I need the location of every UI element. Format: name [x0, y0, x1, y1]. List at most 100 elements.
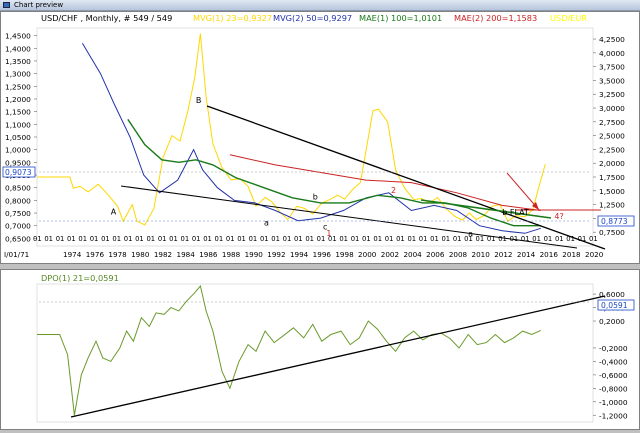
- left-axis-tick-label: 1,4500: [5, 32, 31, 41]
- right-axis-tick-label: 4,0000: [599, 49, 625, 58]
- month-marker: 01: [146, 235, 155, 243]
- wave-label: A: [111, 207, 117, 216]
- month-marker: 01: [44, 235, 53, 243]
- month-marker: 01: [396, 235, 405, 243]
- x-axis-tick-label: 2012: [494, 250, 512, 259]
- dpo-panel[interactable]: DPO(1) 21=0,0591 0,60000,40000,2000-0,20…: [0, 269, 640, 430]
- dpo-axis-tick-label: -0,8000: [599, 384, 628, 393]
- right-axis-tick-label: 4,2500: [599, 35, 625, 44]
- x-axis-tick-label: 1996: [313, 250, 332, 259]
- month-marker: 01: [101, 235, 110, 243]
- right-axis-tick-label: 0,7500: [599, 228, 625, 237]
- dpo-value-box-text: 0,0591: [601, 301, 628, 310]
- month-marker: 01: [419, 235, 428, 243]
- right-axis-tick-label: 3,5000: [599, 76, 625, 85]
- right-axis-tick-label: 2,5000: [599, 132, 625, 141]
- x-axis-tick-label: 1978: [108, 250, 127, 259]
- left-axis-tick-label: 0,8500: [5, 184, 31, 193]
- month-marker: 01: [407, 235, 416, 243]
- wave-label: b: [313, 193, 318, 202]
- wave-label: 1: [326, 229, 331, 238]
- left-axis-tick-label: 1,1500: [5, 108, 31, 117]
- left-price-axis: 1,4500 1,4000 1,3500 1,3000 1,2500 1,2000 1,15…: [5, 32, 37, 243]
- dpo-axis-tick-label: -1,0000: [599, 398, 628, 407]
- month-marker: 01: [441, 235, 450, 243]
- chart-header: USD/CHF , Monthly, # 549 / 549 MVG(1) 23…: [41, 13, 587, 23]
- month-marker: 01: [544, 235, 553, 243]
- left-axis-tick-label: 0,7000: [5, 222, 31, 231]
- month-marker: 01: [464, 235, 473, 243]
- month-marker: 01: [169, 235, 178, 243]
- month-marker: 01: [532, 235, 541, 243]
- month-marker: 01: [453, 235, 462, 243]
- symbol-title: USD/CHF , Monthly, # 549 / 549: [41, 13, 172, 23]
- month-marker: 01: [181, 235, 190, 243]
- x-axis-tick-label: 1984: [177, 250, 196, 259]
- right-axis-tick-label: 2,2500: [599, 145, 625, 154]
- month-marker: 01: [294, 235, 303, 243]
- left-axis-tick-label: 1,1000: [5, 120, 31, 129]
- x-axis-tick-label: 1992: [267, 250, 285, 259]
- dpo-axis-tick-label: 0,2000: [599, 317, 625, 326]
- month-marker: 01: [317, 235, 326, 243]
- left-axis-tick-label: 0,8000: [5, 196, 31, 205]
- price-box-right: 0,8773: [597, 215, 635, 227]
- left-axis-tick-label: 1,4000: [5, 44, 31, 53]
- x-axis-tick-label: 1990: [245, 250, 264, 259]
- legend-usdeur: USD/EUR: [550, 13, 587, 23]
- month-marker: 01: [226, 235, 235, 243]
- x-axis-tick-label: 2008: [449, 250, 468, 259]
- month-marker: 01: [362, 235, 371, 243]
- month-marker: 01: [283, 235, 292, 243]
- month-marker: 01: [521, 235, 530, 243]
- wave-label: 4?: [554, 212, 563, 221]
- arrow-red: [506, 172, 540, 211]
- right-axis-tick-label: 3,2500: [599, 90, 625, 99]
- month-marker: 01: [33, 235, 42, 243]
- dpo-axis-tick-label: -1,2000: [599, 411, 628, 420]
- price-box-right-value: 0,8773: [601, 217, 628, 226]
- trendlines: [39, 105, 606, 250]
- right-axis-tick-label: 2,0000: [599, 159, 625, 168]
- left-axis-tick-label: 1,2500: [5, 82, 31, 91]
- legend-mvg2: MVG(2) 50=0,9297: [273, 13, 352, 23]
- chart-window-icon: [3, 2, 10, 8]
- dpo-trendline: [70, 295, 606, 418]
- month-marker: 01: [430, 235, 439, 243]
- right-axis-tick-label: 3,0000: [599, 104, 625, 113]
- month-marker: 01: [158, 235, 167, 243]
- x-axis-tick-label: 1988: [222, 250, 241, 259]
- month-marker: 01: [192, 235, 201, 243]
- x-axis-tick-label: 2020: [585, 250, 604, 259]
- price-box-left-value: 0,9073: [5, 168, 32, 177]
- left-axis-tick-label: 0,7500: [5, 209, 31, 218]
- month-marker: 01: [305, 235, 314, 243]
- wave-label: b FLAT: [502, 208, 529, 217]
- x-axis-tick-label: 1986: [199, 250, 218, 259]
- dpo-chart-svg[interactable]: DPO(1) 21=0,0591 0,60000,40000,2000-0,20…: [1, 270, 639, 429]
- month-marker: 01: [112, 235, 121, 243]
- price-box-left: 0,9073: [2, 166, 36, 178]
- x-axis-tick-label: 2016: [540, 250, 559, 259]
- x-axis-tick-label: 2000: [358, 250, 377, 259]
- month-marker: 01: [487, 235, 496, 243]
- left-axis-tick-label: 1,0500: [5, 133, 31, 142]
- month-marker: 01: [555, 235, 564, 243]
- wave-label: c: [323, 223, 327, 232]
- right-axis-tick-label: 1,5000: [599, 187, 625, 196]
- month-marker: 01: [67, 235, 76, 243]
- month-marker: 01: [510, 235, 519, 243]
- date-axis: 01 01 01 01 01 01 01 01 01 01 01 01 01 01 01 01 01 01 01 01…: [33, 235, 604, 259]
- month-marker: 01: [328, 235, 337, 243]
- right-price-axis: 4,2500 4,0000 3,7500 3,5000 3,2500 3,0000 2,75…: [593, 35, 625, 237]
- month-marker: 01: [237, 235, 246, 243]
- wave-label: a: [264, 219, 269, 228]
- left-axis-tick-label: 1,3000: [5, 70, 31, 79]
- month-marker: 01: [589, 235, 598, 243]
- left-axis-tick-label: 1,2000: [5, 95, 31, 104]
- price-chart-svg[interactable]: A Ba b c1 2 a b FLAT 4? USD/CHF , Monthly, # 54…: [1, 12, 639, 263]
- month-marker: 01: [271, 235, 280, 243]
- wave-annotations: A Ba b c1 2 a b FLAT 4?: [111, 96, 564, 239]
- x-axis-tick-label: 2014: [517, 250, 536, 259]
